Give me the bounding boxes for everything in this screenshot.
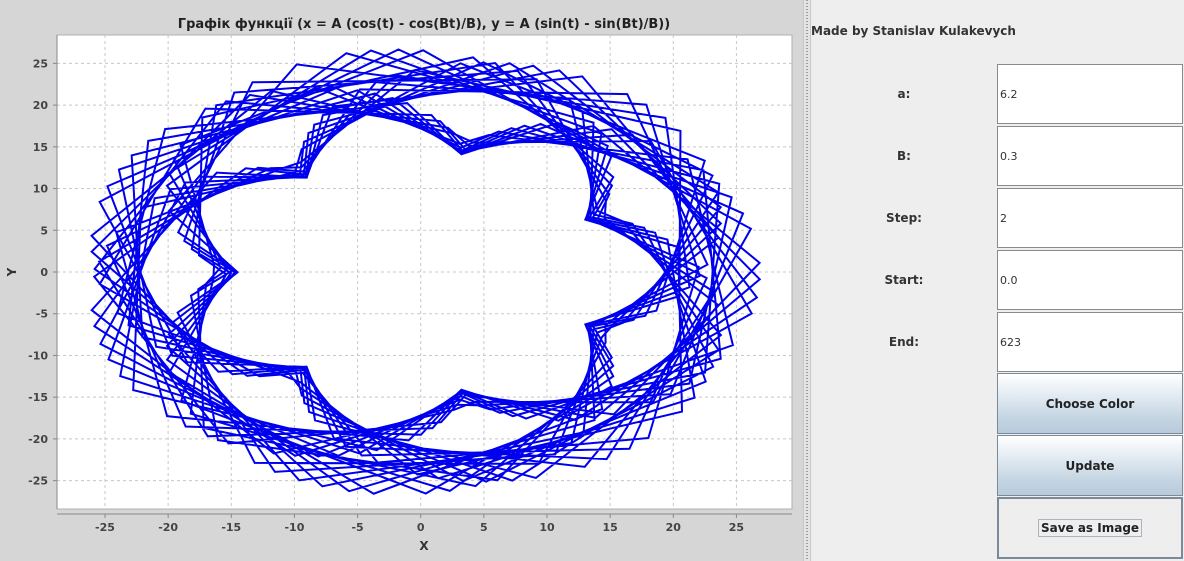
save-as-image-button[interactable]: Save as Image <box>997 497 1183 559</box>
y-tick-label: 25 <box>33 57 48 70</box>
x-tick-label: 5 <box>480 521 488 534</box>
x-tick-label: 25 <box>729 521 744 534</box>
hypotrochoid-curve <box>90 48 762 495</box>
x-tick-label: 0 <box>417 521 425 534</box>
param-a-input[interactable] <box>997 64 1183 124</box>
x-tick-label: -25 <box>95 521 115 534</box>
y-tick-label: 0 <box>40 266 48 279</box>
param-b-label: B: <box>897 149 911 163</box>
y-tick-label: -5 <box>36 308 48 321</box>
y-tick-label: 5 <box>40 224 48 237</box>
param-row-a: a: <box>811 63 1184 125</box>
param-step-input[interactable] <box>997 188 1183 248</box>
chart-panel: Графік функції (x = A (cos(t) - cos(Bt)/… <box>0 0 803 561</box>
control-panel: Made by Stanislav Kulakevych a: B: Step:… <box>811 0 1184 561</box>
y-tick-label: -15 <box>28 391 48 404</box>
author-label: Made by Stanislav Kulakevych <box>811 24 1016 38</box>
param-step-label: Step: <box>886 211 922 225</box>
axes <box>53 35 792 518</box>
param-row-start: Start: <box>811 249 1184 311</box>
save-as-image-label: Save as Image <box>1037 519 1143 537</box>
x-tick-label: 20 <box>666 521 682 534</box>
x-tick-label: -10 <box>284 521 304 534</box>
update-button[interactable]: Update <box>997 435 1183 496</box>
y-tick-label: -10 <box>28 349 48 362</box>
x-tick-label: 10 <box>539 521 555 534</box>
x-axis-label: X <box>419 539 429 553</box>
param-b-input[interactable] <box>997 126 1183 186</box>
y-axis-label: Y <box>5 267 19 277</box>
divider-grip[interactable] <box>806 0 808 561</box>
y-tick-label: 20 <box>33 99 49 112</box>
param-end-label: End: <box>888 335 920 349</box>
x-tick-label: 15 <box>602 521 617 534</box>
param-start-label: Start: <box>884 273 924 287</box>
chart-svg: Графік функції (x = A (cos(t) - cos(Bt)/… <box>5 17 793 553</box>
y-tick-label: 10 <box>33 183 49 196</box>
param-row-end: End: <box>811 311 1184 373</box>
x-tick-label: -20 <box>158 521 178 534</box>
param-row-step: Step: <box>811 187 1184 249</box>
param-end-input[interactable] <box>997 312 1183 372</box>
y-tick-label: -25 <box>28 475 48 488</box>
x-tick-label: -5 <box>351 521 363 534</box>
choose-color-button[interactable]: Choose Color <box>997 373 1183 434</box>
tick-labels: -25 -20 -15 -10 -5 0 5 10 15 20 25 25 20 15 10 5 0 -5 -10 -… <box>28 57 744 534</box>
split-pane-divider[interactable] <box>803 0 811 561</box>
chart-title: Графік функції (x = A (cos(t) - cos(Bt)/… <box>178 17 670 32</box>
x-tick-label: -15 <box>221 521 241 534</box>
param-row-b: B: <box>811 125 1184 187</box>
y-tick-label: -20 <box>28 433 48 446</box>
y-tick-label: 15 <box>33 141 48 154</box>
param-a-label: a: <box>897 87 911 101</box>
param-start-input[interactable] <box>997 250 1183 310</box>
